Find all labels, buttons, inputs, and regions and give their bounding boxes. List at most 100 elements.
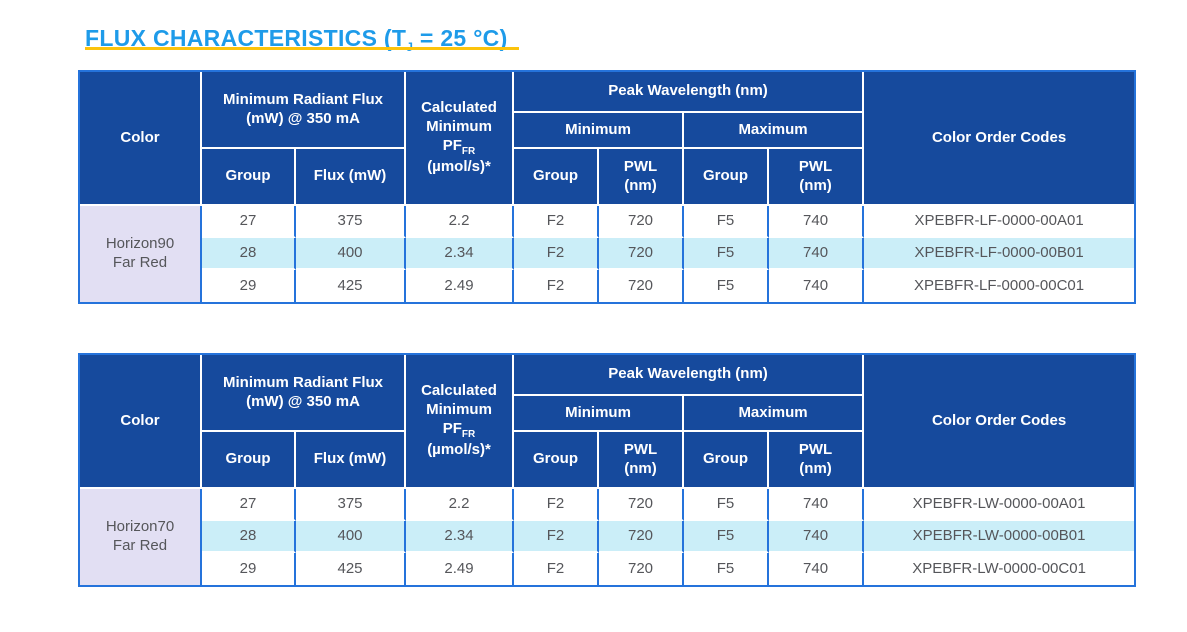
header-calc-min-units: (µmol/s)* xyxy=(427,158,491,176)
order-code-cell: XPEBFR-LF-0000-00C01 xyxy=(864,270,1135,302)
min-group-cell: F2 xyxy=(514,270,600,302)
table-row: Horizon70 Far Red 27 375 2.2 F2 720 F5 7… xyxy=(80,489,1135,585)
header-flux-mw: Flux (mW) xyxy=(296,432,407,489)
pf-cell: 2.49 xyxy=(406,553,515,585)
min-pwl-cell: 720 xyxy=(599,238,685,270)
min-group-cell: F2 xyxy=(514,553,600,585)
max-group-cell: F5 xyxy=(684,489,770,521)
flux-cell: 425 xyxy=(296,270,407,302)
color-name-line1: Horizon90 xyxy=(105,235,175,253)
title-underline xyxy=(85,47,519,50)
table-row: Horizon90 Far Red 27 375 2.2 F2 720 F5 7… xyxy=(80,206,1135,302)
max-pwl-cell: 740 xyxy=(769,553,865,585)
table-row: 28 400 2.34 F2 720 F5 740 XPEBFR-LW-0000… xyxy=(80,521,1135,553)
pf-label: PF xyxy=(442,136,462,154)
min-pwl-cell: 720 xyxy=(599,206,685,238)
header-maximum: Maximum xyxy=(684,113,865,149)
header-min-group: Group xyxy=(514,432,600,489)
pf-cell: 2.34 xyxy=(406,521,515,553)
header-minimum: Minimum xyxy=(514,396,685,432)
pwl-label: PWL xyxy=(623,157,658,175)
header-color-order-codes: Color Order Codes xyxy=(864,355,1135,489)
pwl-label: PWL xyxy=(623,440,658,458)
pwl-label: PWL xyxy=(798,440,833,458)
group-cell: 29 xyxy=(202,553,296,585)
min-group-cell: F2 xyxy=(514,206,600,238)
header-calc-min-text: Calculated Minimum xyxy=(421,99,497,135)
max-pwl-cell: 740 xyxy=(769,489,865,521)
min-group-cell: F2 xyxy=(514,238,600,270)
table-header: Color Minimum Radiant Flux (mW) @ 350 mA… xyxy=(80,72,1135,206)
header-min-pwl: PWL (nm) xyxy=(599,432,685,489)
header-maximum: Maximum xyxy=(684,396,865,432)
max-pwl-cell: 740 xyxy=(769,270,865,302)
pwl-unit: (nm) xyxy=(624,459,657,477)
flux-table-horizon70-far-red: Color Minimum Radiant Flux (mW) @ 350 mA… xyxy=(78,353,1137,587)
color-name-line1: Horizon70 xyxy=(105,518,175,536)
header-minimum: Minimum xyxy=(514,113,685,149)
max-group-cell: F5 xyxy=(684,206,770,238)
page-title: FLUX CHARACTERISTICS (TJ = 25 °C) xyxy=(85,25,508,54)
order-code-cell: XPEBFR-LW-0000-00C01 xyxy=(864,553,1135,585)
pf-cell: 2.49 xyxy=(406,270,515,302)
pwl-unit: (nm) xyxy=(799,459,832,477)
header-peak-wavelength: Peak Wavelength (nm) xyxy=(514,355,865,396)
pwl-label: PWL xyxy=(798,157,833,175)
pf-cell: 2.34 xyxy=(406,238,515,270)
flux-cell: 375 xyxy=(296,489,407,521)
max-pwl-cell: 740 xyxy=(769,238,865,270)
header-flux-group: Group xyxy=(202,149,296,206)
group-cell: 28 xyxy=(202,521,296,553)
pf-cell: 2.2 xyxy=(406,489,515,521)
max-group-cell: F5 xyxy=(684,521,770,553)
order-code-cell: XPEBFR-LF-0000-00A01 xyxy=(864,206,1135,238)
min-group-cell: F2 xyxy=(514,521,600,553)
header-min-pwl: PWL (nm) xyxy=(599,149,685,206)
pf-subscript: FR xyxy=(461,428,476,440)
max-group-cell: F5 xyxy=(684,270,770,302)
group-cell: 28 xyxy=(202,238,296,270)
table-row: 28 400 2.34 F2 720 F5 740 XPEBFR-LF-0000… xyxy=(80,238,1135,270)
header-calculated-minimum-pf: Calculated Minimum PFFR (µmol/s)* xyxy=(406,355,515,489)
min-pwl-cell: 720 xyxy=(599,489,685,521)
header-max-pwl: PWL (nm) xyxy=(769,432,865,489)
pwl-unit: (nm) xyxy=(624,176,657,194)
table-header: Color Minimum Radiant Flux (mW) @ 350 mA… xyxy=(80,355,1135,489)
header-calculated-minimum-pf: Calculated Minimum PFFR (µmol/s)* xyxy=(406,72,515,206)
min-pwl-cell: 720 xyxy=(599,553,685,585)
min-pwl-cell: 720 xyxy=(599,521,685,553)
pf-cell: 2.2 xyxy=(406,206,515,238)
header-min-radiant-flux: Minimum Radiant Flux (mW) @ 350 mA xyxy=(202,72,407,149)
color-name-line2: Far Red xyxy=(112,537,168,554)
flux-cell: 375 xyxy=(296,206,407,238)
header-color: Color xyxy=(80,355,202,489)
order-code-cell: XPEBFR-LW-0000-00B01 xyxy=(864,521,1135,553)
header-flux-mw: Flux (mW) xyxy=(296,149,407,206)
header-calc-min-pf-line: PFFR xyxy=(410,420,508,442)
min-group-cell: F2 xyxy=(514,489,600,521)
color-name-line2: Far Red xyxy=(112,254,168,271)
header-color: Color xyxy=(80,72,202,206)
header-color-order-codes: Color Order Codes xyxy=(864,72,1135,206)
group-cell: 27 xyxy=(202,489,296,521)
max-pwl-cell: 740 xyxy=(769,206,865,238)
max-group-cell: F5 xyxy=(684,238,770,270)
min-pwl-cell: 720 xyxy=(599,270,685,302)
group-cell: 27 xyxy=(202,206,296,238)
table-row: 29 425 2.49 F2 720 F5 740 XPEBFR-LW-0000… xyxy=(80,553,1135,585)
max-group-cell: F5 xyxy=(684,553,770,585)
color-name-cell: Horizon70 Far Red xyxy=(80,489,202,585)
header-calc-min-text: Calculated Minimum xyxy=(421,382,497,418)
order-code-cell: XPEBFR-LW-0000-00A01 xyxy=(864,489,1135,521)
header-max-group: Group xyxy=(684,149,770,206)
group-cell: 29 xyxy=(202,270,296,302)
pf-label: PF xyxy=(442,419,462,437)
header-calc-min-units: (µmol/s)* xyxy=(427,441,491,459)
header-peak-wavelength: Peak Wavelength (nm) xyxy=(514,72,865,113)
header-flux-group: Group xyxy=(202,432,296,489)
pf-subscript: FR xyxy=(461,145,476,157)
header-calc-min-pf-line: PFFR xyxy=(410,137,508,159)
flux-cell: 425 xyxy=(296,553,407,585)
flux-cell: 400 xyxy=(296,238,407,270)
header-min-radiant-flux: Minimum Radiant Flux (mW) @ 350 mA xyxy=(202,355,407,432)
